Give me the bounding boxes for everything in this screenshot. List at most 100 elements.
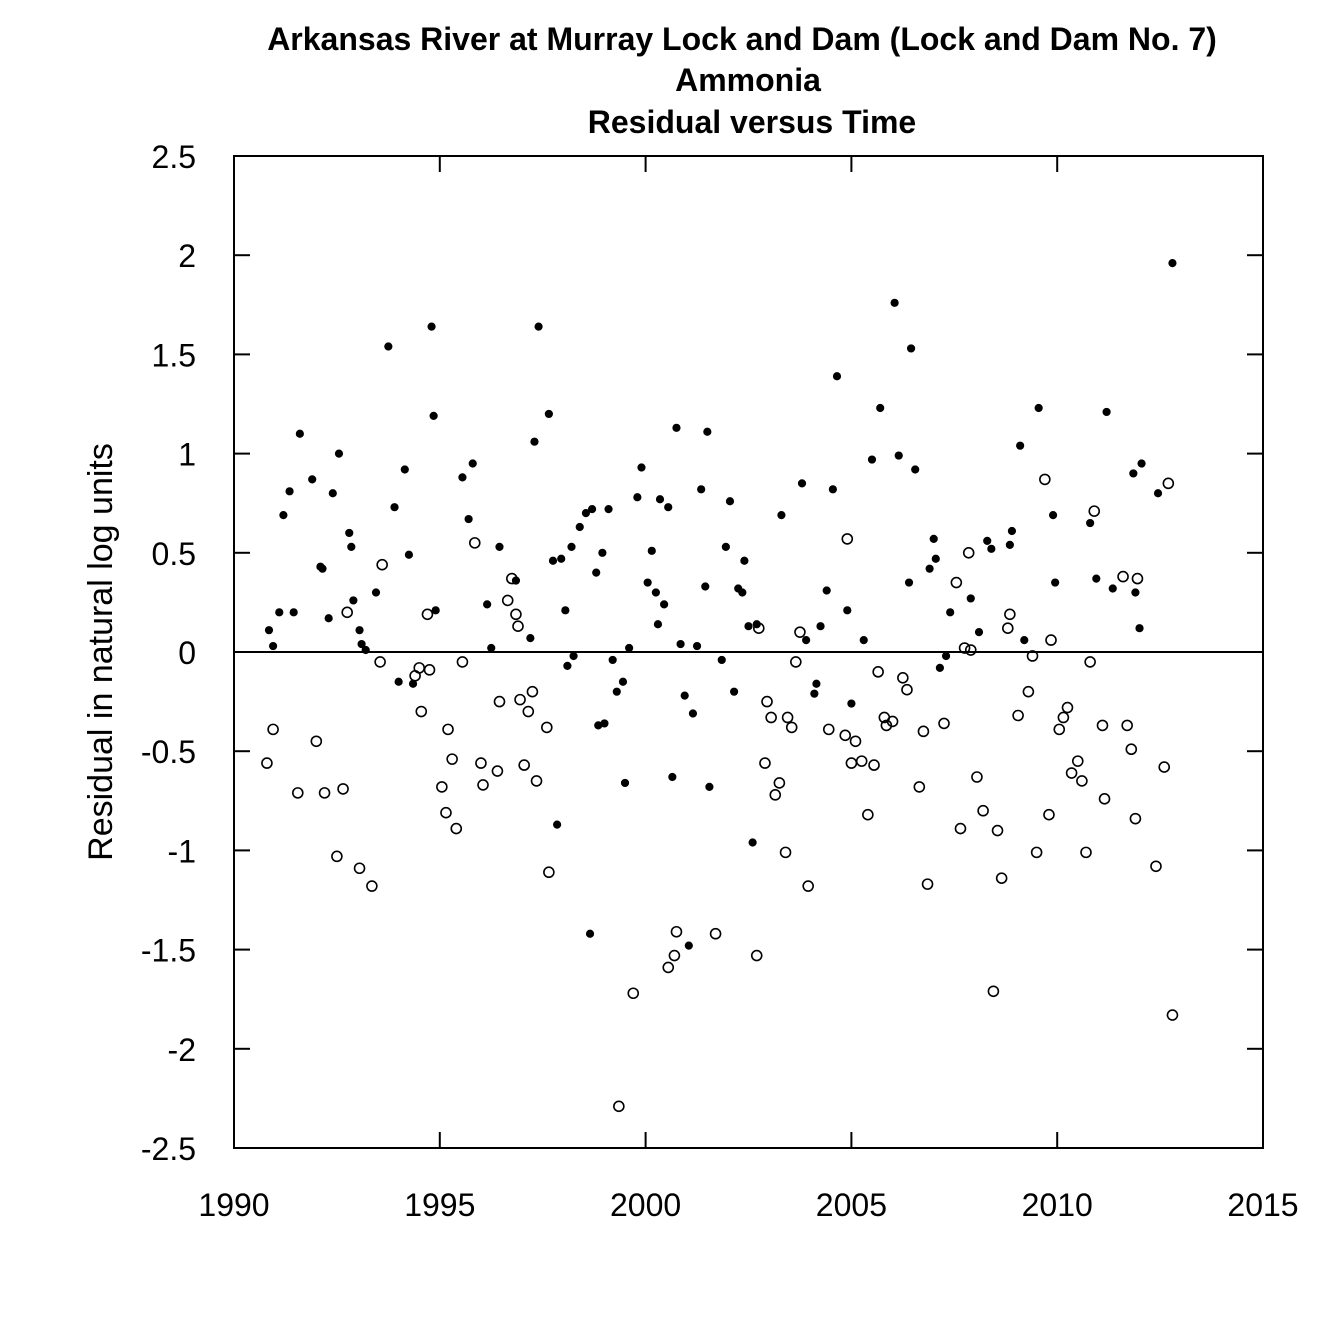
- filled-point: [357, 639, 366, 649]
- open-point: [627, 987, 640, 1000]
- open-point: [962, 546, 975, 559]
- open-point: [526, 685, 539, 698]
- chart-title: Arkansas River at Murray Lock and Dam (L…: [267, 21, 1217, 140]
- open-point: [310, 735, 323, 748]
- filled-point: [563, 661, 572, 670]
- open-point: [785, 721, 798, 734]
- filled-point: [911, 465, 920, 474]
- open-point: [868, 759, 880, 771]
- filled-point: [1005, 540, 1014, 549]
- filled-point: [890, 298, 899, 307]
- filled-point: [1153, 489, 1163, 498]
- filled-point: [1007, 526, 1017, 536]
- filled-point: [946, 608, 955, 617]
- open-point: [1002, 622, 1014, 634]
- filled-point: [404, 550, 414, 559]
- filled-point: [647, 546, 656, 555]
- open-point: [1088, 505, 1101, 517]
- open-point: [468, 537, 481, 549]
- filled-point: [345, 528, 354, 538]
- filled-point: [625, 643, 634, 653]
- filled-point: [487, 643, 496, 653]
- open-point: [353, 862, 366, 875]
- filled-point: [717, 655, 726, 665]
- x-tick-label: 1990: [198, 1187, 269, 1223]
- open-point: [855, 755, 868, 767]
- open-point: [1084, 656, 1096, 668]
- open-point: [849, 735, 862, 748]
- open-point: [839, 729, 852, 742]
- filled-point: [464, 514, 473, 524]
- filled-point: [935, 663, 944, 672]
- filled-point: [655, 495, 665, 504]
- filled-point: [581, 509, 591, 518]
- filled-point: [1102, 407, 1111, 417]
- filled-point: [567, 542, 576, 551]
- open-point: [781, 711, 794, 724]
- filled-point: [371, 588, 381, 597]
- filled-point: [697, 485, 706, 494]
- filled-point: [810, 689, 819, 698]
- open-point: [541, 721, 553, 734]
- filled-point: [1137, 459, 1146, 468]
- open-point: [1117, 570, 1129, 583]
- filled-point: [684, 941, 693, 950]
- open-point: [1166, 1009, 1179, 1021]
- open-point: [773, 777, 786, 789]
- open-point: [318, 787, 331, 799]
- open-point: [1061, 701, 1074, 714]
- open-point: [917, 725, 930, 738]
- filled-point: [777, 511, 786, 520]
- open-point: [475, 757, 487, 769]
- filled-point: [822, 586, 831, 595]
- open-point: [958, 642, 971, 654]
- filled-point: [701, 582, 710, 591]
- filled-point: [618, 677, 628, 686]
- y-tick-label: 2.5: [152, 139, 196, 175]
- filled-point: [859, 635, 868, 645]
- open-point: [267, 723, 279, 736]
- open-point: [769, 789, 782, 801]
- x-tick-label: 2015: [1227, 1187, 1298, 1223]
- open-point: [436, 781, 448, 793]
- filled-point: [553, 820, 562, 829]
- data-points: [261, 259, 1179, 1113]
- open-point: [1057, 711, 1070, 724]
- filled-point: [651, 588, 660, 597]
- filled-point: [620, 778, 630, 788]
- filled-point: [431, 606, 440, 615]
- filled-point: [664, 503, 673, 512]
- open-point: [337, 783, 349, 795]
- filled-point: [931, 554, 940, 563]
- filled-point: [668, 772, 677, 782]
- filled-point: [600, 719, 609, 728]
- filled-point: [324, 614, 333, 623]
- filled-point: [355, 626, 364, 635]
- open-point: [450, 822, 463, 835]
- open-point: [950, 576, 963, 589]
- open-point: [1065, 767, 1078, 779]
- filled-point: [816, 622, 825, 631]
- open-point: [709, 927, 722, 940]
- y-tick-label: 2: [178, 238, 196, 274]
- open-point: [802, 880, 814, 892]
- open-point: [530, 775, 543, 787]
- open-point: [987, 985, 1000, 998]
- filled-point: [334, 449, 344, 458]
- open-point: [456, 656, 469, 668]
- filled-point: [987, 544, 996, 553]
- open-point: [880, 719, 893, 732]
- open-point: [543, 866, 555, 879]
- filled-point: [604, 505, 613, 514]
- y-axis-label: Residual in natural log units: [82, 443, 120, 861]
- open-point: [761, 695, 773, 708]
- y-tick-label: 1: [178, 437, 196, 473]
- filled-point: [587, 505, 597, 514]
- filled-point: [1020, 635, 1029, 645]
- filled-point: [721, 542, 730, 551]
- filled-point: [966, 594, 975, 603]
- open-point: [522, 705, 535, 718]
- open-point: [446, 753, 458, 765]
- filled-point: [802, 635, 811, 645]
- filled-point: [530, 437, 539, 446]
